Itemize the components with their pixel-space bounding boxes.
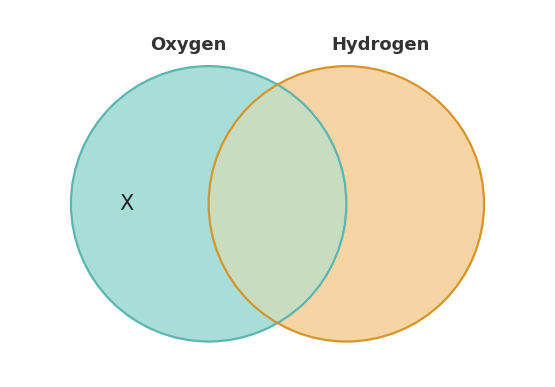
Text: Hydrogen: Hydrogen xyxy=(331,36,430,55)
Text: X: X xyxy=(119,194,133,214)
Circle shape xyxy=(71,66,346,341)
Circle shape xyxy=(209,66,484,341)
Text: Oxygen: Oxygen xyxy=(150,36,226,55)
Circle shape xyxy=(71,66,346,341)
